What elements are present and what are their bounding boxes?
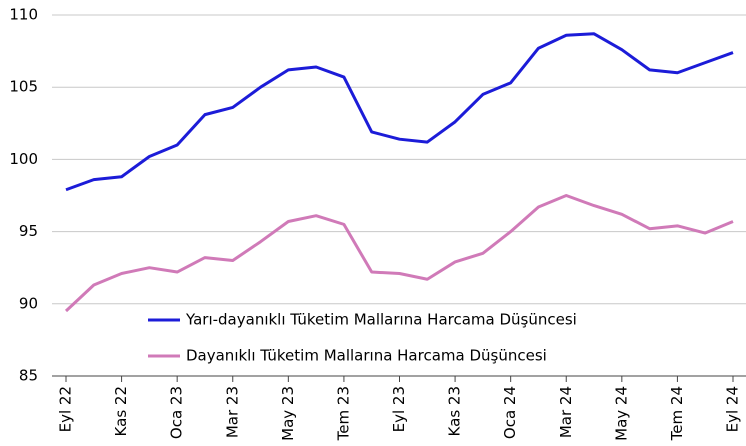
y-tick-label: 95 <box>19 222 38 240</box>
x-tick-label: Oca 23 <box>168 386 186 439</box>
legend-label: Yarı-dayanıklı Tüketim Mallarına Harcama… <box>185 311 577 329</box>
x-tick-label: Eyl 23 <box>390 386 408 432</box>
x-tick-label: Tem 24 <box>668 386 686 441</box>
legend-label: Dayanıklı Tüketim Mallarına Harcama Düşü… <box>186 347 547 365</box>
y-tick-label: 100 <box>9 150 38 168</box>
series-line <box>65 32 734 192</box>
x-tick-label: May 23 <box>279 386 297 441</box>
x-tick-label: Kas 23 <box>446 386 464 436</box>
x-tick-label: Oca 24 <box>501 386 519 439</box>
x-tick-label: Mar 24 <box>557 386 575 438</box>
y-tick-label: 110 <box>9 6 38 24</box>
y-tick-label: 85 <box>19 367 38 385</box>
x-tick-label: Eyl 22 <box>57 386 75 432</box>
x-tick-label: Kas 22 <box>112 386 130 436</box>
y-tick-label: 105 <box>9 78 38 96</box>
y-tick-label: 90 <box>19 294 38 312</box>
series-line <box>64 194 734 313</box>
x-tick-label: Tem 23 <box>334 386 352 441</box>
x-tick-label: May 24 <box>612 386 630 441</box>
x-tick-label: Mar 23 <box>223 386 241 438</box>
x-tick-label: Eyl 24 <box>724 386 742 432</box>
